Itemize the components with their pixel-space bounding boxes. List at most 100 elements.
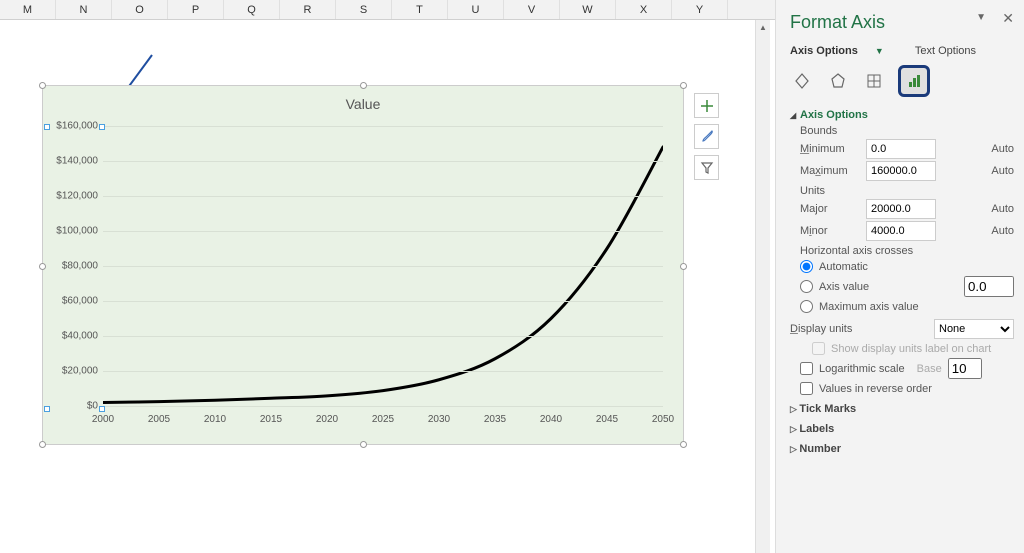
pane-tabs: Axis Options ▼ Text Options xyxy=(790,45,1014,57)
resize-handle[interactable] xyxy=(680,441,687,448)
crosses-max-radio[interactable] xyxy=(800,300,813,313)
tab-label: Axis Options xyxy=(790,45,858,57)
resize-handle[interactable] xyxy=(360,441,367,448)
chart-object[interactable]: Value $0$20,000$40,000$60,000$80,000$100… xyxy=(42,85,684,445)
plot-area[interactable]: $0$20,000$40,000$60,000$80,000$100,000$1… xyxy=(103,126,663,406)
tab-axis-options[interactable]: Axis Options ▼ xyxy=(790,45,901,57)
resize-handle[interactable] xyxy=(680,82,687,89)
log-scale-row[interactable]: Logarithmic scale Base xyxy=(800,358,1014,379)
worksheet-area: Value $0$20,000$40,000$60,000$80,000$100… xyxy=(0,20,770,553)
size-properties-icon[interactable] xyxy=(862,69,886,93)
vertical-scrollbar[interactable]: ▲ xyxy=(755,20,770,553)
column-header[interactable]: R xyxy=(280,0,336,19)
resize-handle[interactable] xyxy=(39,82,46,89)
x-axis-label: 2030 xyxy=(419,414,459,425)
maximum-label: Maximum xyxy=(800,165,860,177)
column-header[interactable]: O xyxy=(112,0,168,19)
minimum-label: Minimum xyxy=(800,143,860,155)
tab-text-options[interactable]: Text Options xyxy=(915,45,976,57)
column-header[interactable]: U xyxy=(448,0,504,19)
chart-elements-button[interactable] xyxy=(694,93,719,118)
axis-handle[interactable] xyxy=(44,406,50,412)
fill-line-icon[interactable] xyxy=(790,69,814,93)
minimum-auto[interactable]: Auto xyxy=(991,143,1014,155)
column-header[interactable]: W xyxy=(560,0,616,19)
units-label: Units xyxy=(800,185,1014,197)
column-header[interactable]: N xyxy=(56,0,112,19)
crosses-max-row[interactable]: Maximum axis value xyxy=(800,300,1014,313)
maximum-auto[interactable]: Auto xyxy=(991,165,1014,177)
crosses-value-row[interactable]: Axis value xyxy=(800,276,1014,297)
section-labels[interactable]: Labels xyxy=(790,423,1014,435)
minor-row: Minor Auto xyxy=(800,221,1014,241)
column-header[interactable]: M xyxy=(0,0,56,19)
log-scale-checkbox[interactable] xyxy=(800,362,813,375)
resize-handle[interactable] xyxy=(39,263,46,270)
x-axis-label: 2035 xyxy=(475,414,515,425)
major-input[interactable] xyxy=(866,199,936,219)
y-axis-label: $160,000 xyxy=(48,121,98,132)
section-number[interactable]: Number xyxy=(790,443,1014,455)
display-units-row: Display units None xyxy=(790,319,1014,339)
maximum-input[interactable] xyxy=(866,161,936,181)
axis-handle[interactable] xyxy=(99,124,105,130)
chevron-down-icon: ▼ xyxy=(875,46,884,56)
y-axis-label: $120,000 xyxy=(48,191,98,202)
reverse-checkbox[interactable] xyxy=(800,382,813,395)
section-axis-options[interactable]: Axis Options xyxy=(790,109,1014,121)
crosses-max-label: Maximum axis value xyxy=(819,301,919,313)
column-header[interactable]: S xyxy=(336,0,392,19)
minimum-input[interactable] xyxy=(866,139,936,159)
axis-handle[interactable] xyxy=(44,124,50,130)
axis-handle[interactable] xyxy=(99,406,105,412)
log-base-input xyxy=(948,358,982,379)
minor-input[interactable] xyxy=(866,221,936,241)
section-tick-marks[interactable]: Tick Marks xyxy=(790,403,1014,415)
category-icons xyxy=(790,65,1014,97)
column-header[interactable]: Y xyxy=(672,0,728,19)
format-axis-pane: ▼ ✕ Format Axis Axis Options ▼ Text Opti… xyxy=(775,0,1024,553)
scroll-up-icon[interactable]: ▲ xyxy=(756,20,770,36)
minor-auto[interactable]: Auto xyxy=(991,225,1014,237)
x-axis-label: 2015 xyxy=(251,414,291,425)
column-header[interactable]: X xyxy=(616,0,672,19)
bounds-label: Bounds xyxy=(800,125,1014,137)
reverse-label: Values in reverse order xyxy=(819,383,932,395)
crosses-auto-label: Automatic xyxy=(819,261,868,273)
show-units-label: Show display units label on chart xyxy=(831,343,991,355)
column-header[interactable]: V xyxy=(504,0,560,19)
resize-handle[interactable] xyxy=(39,441,46,448)
column-header[interactable]: Q xyxy=(224,0,280,19)
crosses-value-radio[interactable] xyxy=(800,280,813,293)
display-units-select[interactable]: None xyxy=(934,319,1014,339)
x-axis-label: 2040 xyxy=(531,414,571,425)
pane-options-dropdown-icon[interactable]: ▼ xyxy=(976,12,986,23)
x-axis-label: 2005 xyxy=(139,414,179,425)
major-auto[interactable]: Auto xyxy=(991,203,1014,215)
resize-handle[interactable] xyxy=(680,263,687,270)
chart-side-buttons xyxy=(694,93,720,186)
axis-options-icon[interactable] xyxy=(898,65,930,97)
column-header[interactable]: T xyxy=(392,0,448,19)
column-header[interactable]: P xyxy=(168,0,224,19)
y-axis-label: $20,000 xyxy=(48,366,98,377)
minor-label: Minor xyxy=(800,225,860,237)
y-axis-label: $80,000 xyxy=(48,261,98,272)
funnel-icon xyxy=(700,161,714,175)
x-axis-label: 2025 xyxy=(363,414,403,425)
reverse-row[interactable]: Values in reverse order xyxy=(800,382,1014,395)
close-icon[interactable]: ✕ xyxy=(1002,10,1014,27)
crosses-label: Horizontal axis crosses xyxy=(800,245,1014,257)
log-scale-label: Logarithmic scale xyxy=(819,363,905,375)
chart-filters-button[interactable] xyxy=(694,155,719,180)
chart-styles-button[interactable] xyxy=(694,124,719,149)
crosses-value-input[interactable] xyxy=(964,276,1014,297)
crosses-auto-row[interactable]: Automatic xyxy=(800,260,1014,273)
resize-handle[interactable] xyxy=(360,82,367,89)
crosses-auto-radio[interactable] xyxy=(800,260,813,273)
crosses-value-label: Axis value xyxy=(819,281,869,293)
chart-title[interactable]: Value xyxy=(43,86,683,116)
effects-icon[interactable] xyxy=(826,69,850,93)
maximum-row: Maximum Auto xyxy=(800,161,1014,181)
minimum-row: Minimum Auto xyxy=(800,139,1014,159)
